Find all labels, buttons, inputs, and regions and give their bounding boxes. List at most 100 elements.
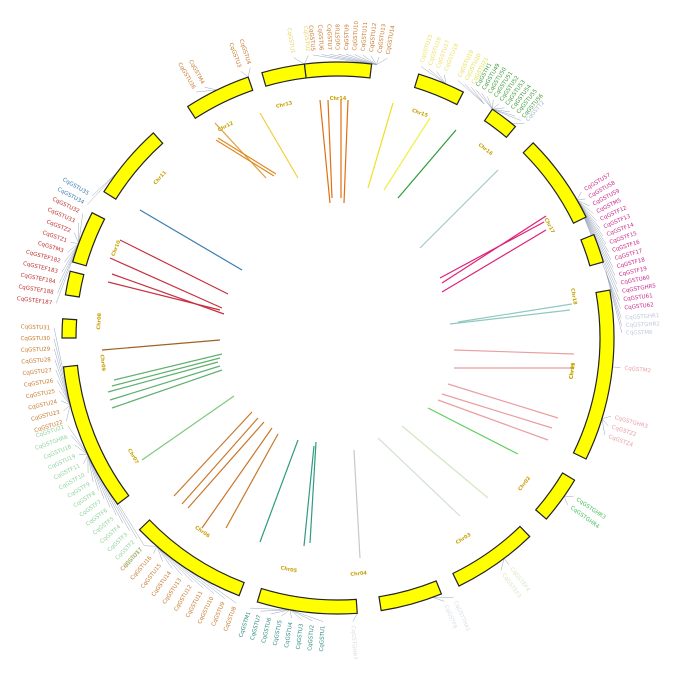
leader-line <box>289 609 303 620</box>
synteny-link <box>453 349 575 355</box>
gene-label: CqGSTU1 <box>319 625 326 651</box>
gene-label: CqGSTU7 <box>250 614 263 641</box>
leader-line <box>346 53 377 65</box>
gene-label: CqGSTU8 <box>223 606 238 633</box>
leader-line <box>492 108 516 117</box>
synteny-link <box>259 112 299 179</box>
gene-label: CqGSTU2 <box>307 625 315 651</box>
synteny-link <box>214 122 267 179</box>
chromosome-band-chr06 <box>138 519 245 597</box>
gene-label: CqGSTU28 <box>21 357 51 365</box>
synteny-link <box>327 99 333 199</box>
leader-line <box>58 390 71 405</box>
leader-line <box>376 56 380 65</box>
leader-line <box>492 107 505 110</box>
synteny-link <box>441 215 547 284</box>
synteny-link <box>437 399 549 441</box>
leader-line <box>67 243 79 253</box>
gene-label: CqGSTGHR5 <box>622 283 657 295</box>
leader-line <box>576 199 604 237</box>
synteny-link <box>353 449 361 559</box>
chromosome-label-chr01: Chr01 <box>569 362 577 380</box>
chromosome-label-chr11: Chr11 <box>153 169 169 186</box>
leader-line <box>87 171 118 205</box>
leader-line <box>144 545 157 547</box>
leader-line <box>564 496 574 498</box>
leader-line <box>250 607 291 611</box>
synteny-link <box>309 441 317 544</box>
leader-line <box>63 404 71 412</box>
gene-label: CqGSTU62 <box>624 302 654 311</box>
chromosome-band-chr09 <box>64 270 85 298</box>
synteny-link <box>377 437 461 517</box>
gene-label: CqGSTM2 <box>624 366 651 375</box>
leader-line <box>492 100 494 110</box>
leader-line <box>436 71 447 85</box>
synteny-link <box>449 309 571 325</box>
leader-line <box>337 53 377 65</box>
chromosome-band-chr15 <box>413 73 465 106</box>
chromosome-band-chr05 <box>256 587 358 615</box>
gene-label: CqGSTU7 <box>325 24 332 51</box>
chromosome-band-chr12 <box>186 76 254 120</box>
leader-line <box>59 243 79 283</box>
gene-label: CqGSTM6 <box>626 330 653 336</box>
leader-line <box>64 243 79 263</box>
synteny-link <box>201 427 273 529</box>
chromosome-label-chr15: Chr15 <box>411 108 429 120</box>
synteny-link <box>139 209 243 271</box>
leader-line <box>464 83 485 105</box>
synteny-link <box>457 303 573 323</box>
leader-line <box>204 87 218 91</box>
chromosome-label-chr18: Chr18 <box>569 288 578 306</box>
chromosome-band-chr10 <box>71 211 106 267</box>
synteny-link <box>113 353 223 381</box>
leader-line <box>247 67 251 78</box>
synteny-link <box>383 117 431 191</box>
leader-line <box>60 400 71 405</box>
leader-line <box>563 496 568 506</box>
leader-line <box>71 435 89 455</box>
synteny-link <box>419 169 499 249</box>
gene-label: CqGSTU4 <box>284 621 294 648</box>
chromosome-band-chr18 <box>580 233 605 267</box>
gene-label: CqGSTU25 <box>26 389 57 400</box>
gene-label: CqGSTGHR2 <box>626 321 660 328</box>
leader-line <box>55 369 71 405</box>
leader-line <box>87 454 94 482</box>
synteny-link <box>141 395 235 461</box>
leader-line <box>500 558 505 571</box>
chromosome-band-chr02 <box>534 472 576 520</box>
leader-line <box>432 597 445 602</box>
synteny-link <box>401 425 489 499</box>
gene-label: CqGSTU9 <box>344 24 351 51</box>
gene-label: CqGSTEF184 <box>20 273 57 286</box>
gene-labels: Chr01Chr02Chr03Chr04Chr05Chr06Chr07Chr08… <box>16 20 660 660</box>
leader-line <box>576 191 582 201</box>
leader-line <box>487 96 493 110</box>
synteny-link <box>427 407 519 455</box>
chromosome-band-chr11 <box>103 132 164 200</box>
synteny-link <box>111 357 221 387</box>
leader-line <box>156 546 173 569</box>
leader-line <box>83 454 89 464</box>
leader-line <box>352 613 358 622</box>
chromosome-label-chr16: Chr16 <box>477 142 494 157</box>
leader-line <box>576 199 607 245</box>
chromosome-label-chr19: Chr19 <box>569 362 577 380</box>
gene-label: CqGSTU26 <box>24 378 55 388</box>
gene-label: CqGSTU31 <box>21 324 51 331</box>
gene-label: CqGSTU3 <box>296 623 305 650</box>
leader-line <box>329 53 377 65</box>
leader-line <box>61 243 79 273</box>
leader-line <box>576 199 594 214</box>
leader-line <box>56 380 71 405</box>
gene-label: CqGSTU5 <box>273 619 284 646</box>
gene-label: CqGSTU60 <box>620 275 651 287</box>
chromosome-band-chr17 <box>522 141 587 224</box>
gene-label: CqGSTU5 <box>307 25 315 52</box>
chromosome-label-chr05: Chr05 <box>280 565 298 574</box>
synteny-link <box>439 221 545 279</box>
leader-line <box>428 68 446 85</box>
